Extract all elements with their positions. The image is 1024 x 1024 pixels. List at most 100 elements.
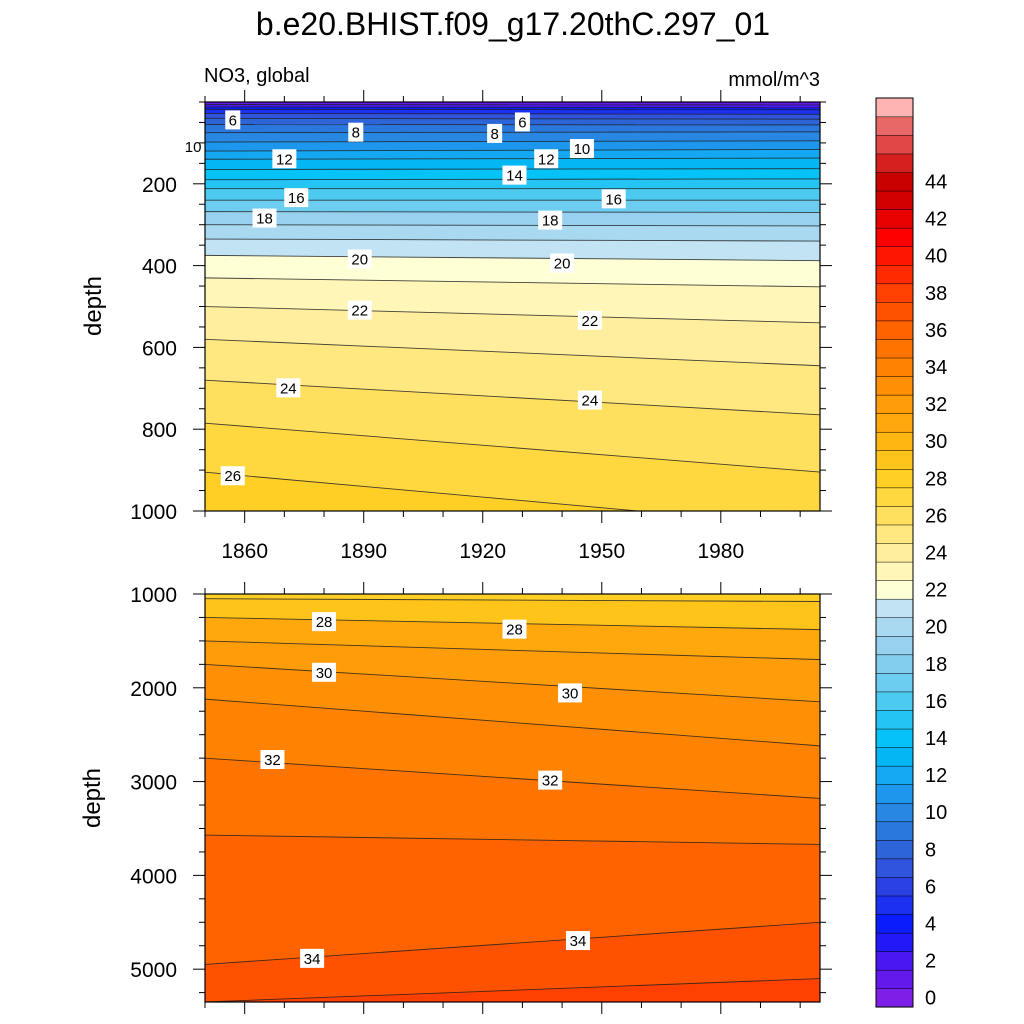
contour-label-text: 10 — [574, 141, 591, 158]
colorbar-box — [875, 617, 914, 637]
contour-label: 6 — [514, 112, 530, 132]
contour-line — [205, 148, 820, 152]
colorbar-box — [875, 357, 914, 377]
colorbar-label: 2 — [925, 951, 936, 973]
colorbar-label: 28 — [925, 468, 947, 490]
x-tick-label: 1980 — [697, 540, 744, 563]
contour-label-box — [272, 149, 297, 169]
contour-label-box — [312, 662, 337, 682]
colorbar-label: 0 — [925, 988, 936, 1010]
contour-label: 30 — [558, 683, 583, 703]
colorbar-box — [875, 246, 914, 266]
figure-title: b.e20.BHIST.f09_g17.20thC.297_01 — [256, 6, 770, 42]
y-tick-label: 1000 — [130, 584, 177, 607]
contour-label-box — [577, 390, 602, 410]
colorbar-label: 22 — [925, 580, 947, 602]
colorbar-box — [875, 969, 914, 989]
contour-line — [205, 379, 820, 416]
colorbar-box — [875, 209, 914, 229]
colorbar-label: 40 — [925, 246, 947, 268]
y-tick-label: 4000 — [130, 865, 177, 888]
contour-label-box — [225, 110, 241, 130]
contour-label: 32 — [260, 750, 285, 770]
contour-label-text: 12 — [538, 151, 555, 168]
units-label: mmol/m^3 — [728, 69, 820, 91]
contour-label-box — [538, 210, 563, 230]
colorbar-box — [875, 765, 914, 785]
contour-line — [205, 211, 820, 213]
colorbar-box — [875, 821, 914, 841]
contour-line — [205, 254, 820, 262]
contour-label-text: 16 — [605, 191, 622, 208]
contour-label-text: 6 — [229, 112, 237, 129]
contour-label-text: 6 — [518, 114, 526, 131]
contour-line — [205, 157, 820, 160]
contour-label-text: 20 — [554, 256, 571, 273]
colorbar-box — [875, 913, 914, 934]
contour-line — [205, 306, 820, 324]
contour-label-box — [514, 112, 530, 132]
contour-label-text: 24 — [280, 380, 297, 397]
colorbar-box — [875, 635, 914, 656]
colorbar-box — [875, 802, 914, 823]
y-tick-label: 2000 — [130, 678, 177, 701]
lower-panel: 28 28 30 30 32 32 34 34 1000 2000 3000 4000 5000 de… — [79, 582, 832, 1014]
y-tick-label: 600 — [142, 337, 177, 360]
contour-label-box — [252, 208, 277, 228]
contour-label-box — [565, 931, 590, 951]
contour-label-box — [348, 122, 364, 142]
colorbar-box — [875, 580, 914, 600]
contour-label-box — [260, 750, 285, 770]
upper-y-axis-label: depth — [80, 276, 107, 336]
contour-label-box — [569, 139, 594, 159]
contour-line — [205, 663, 820, 703]
contour-label-box — [300, 948, 325, 968]
lower-plot-frame — [204, 593, 821, 1003]
contour-label: 24 — [577, 390, 602, 410]
contour-label-text: 28 — [316, 614, 333, 631]
colorbar: 0246810121416182022242628303234363840424… — [875, 97, 947, 1010]
contour-label-box — [502, 619, 527, 639]
contour-label-text: 8 — [490, 126, 498, 143]
contour-label: 28 — [502, 619, 527, 639]
contour-label-box — [347, 249, 372, 269]
contour-label: 18 — [252, 208, 277, 228]
colorbar-box — [875, 598, 914, 618]
colorbar-box — [875, 876, 914, 897]
contour-line — [205, 113, 820, 115]
colorbar-box — [875, 487, 914, 507]
colorbar-box — [875, 376, 914, 396]
colorbar-box — [875, 97, 914, 118]
contour-label-text: 32 — [264, 752, 281, 769]
contour-label: 10 — [569, 139, 594, 159]
contour-line — [205, 277, 820, 288]
contour-label-text: 22 — [582, 313, 599, 330]
lower-y-axis-label: depth — [79, 768, 106, 828]
contour-line — [205, 422, 820, 473]
y-tick-label: 3000 — [130, 772, 177, 795]
colorbar-box — [875, 227, 914, 247]
contour-label: 26 — [220, 466, 245, 486]
contour-label-box — [577, 310, 602, 330]
contour-label: 18 — [538, 210, 563, 230]
contour-label-box — [284, 188, 309, 208]
y-tick-label: 800 — [142, 419, 177, 442]
contour-label: 6 — [225, 110, 241, 130]
contour-label-box — [534, 149, 559, 169]
colorbar-label: 42 — [925, 209, 947, 231]
contour-label-text: 30 — [316, 665, 333, 682]
upper-plot-frame — [204, 101, 821, 512]
colorbar-box — [875, 468, 914, 489]
contour-line — [205, 757, 820, 799]
contour-label-text: 12 — [276, 151, 293, 168]
contour-label-box — [312, 612, 337, 632]
contour-line — [205, 978, 820, 1002]
colorbar-box — [875, 153, 914, 173]
colorbar-label: 36 — [925, 320, 947, 342]
contour-label: 12 — [534, 149, 559, 169]
colorbar-label: 38 — [925, 283, 947, 305]
contour-label: 14 — [502, 165, 527, 185]
colorbar-label: 4 — [925, 914, 936, 936]
x-tick-label: 1920 — [459, 540, 506, 563]
colorbar-box — [875, 413, 914, 433]
